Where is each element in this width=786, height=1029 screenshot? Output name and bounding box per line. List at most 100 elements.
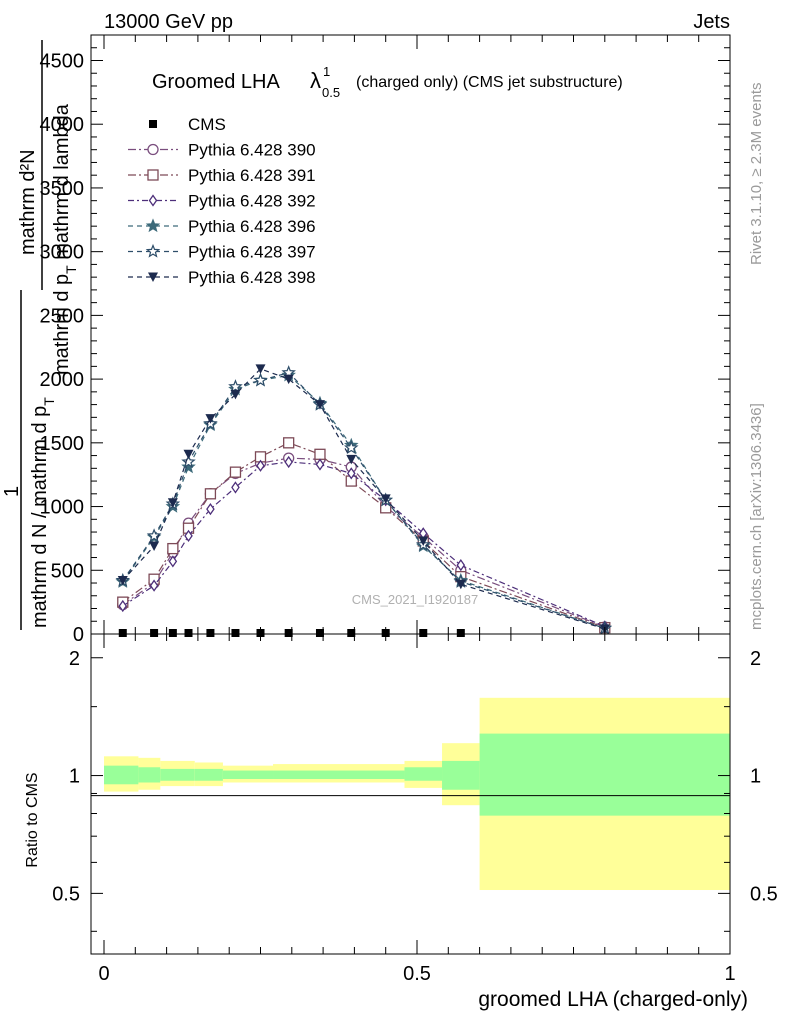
- y-tick-label: 4000: [40, 114, 85, 136]
- cms-point: [315, 629, 324, 637]
- legend-label: Pythia 6.428 396: [188, 217, 316, 236]
- ratio-inner-band: [404, 767, 443, 781]
- series-point: [184, 529, 193, 542]
- legend-marker: [149, 120, 157, 128]
- series-point: [255, 364, 266, 374]
- series-point: [283, 437, 295, 449]
- series-point: [149, 579, 159, 592]
- y-tick-label: 2500: [40, 305, 85, 327]
- ratio-inner-band: [479, 733, 730, 816]
- series-line: [122, 374, 605, 629]
- legend-entry: Pythia 6.428 396: [128, 217, 316, 236]
- series-point: [228, 379, 243, 393]
- cms-point: [419, 629, 428, 637]
- ratio-tick-label-right: 2: [750, 648, 761, 670]
- series-point: [231, 481, 240, 494]
- cms-point: [168, 629, 177, 637]
- y-tick-label: 1000: [40, 497, 85, 519]
- series-line: [122, 457, 606, 628]
- ratio-inner-band: [194, 768, 223, 781]
- cms-point: [456, 629, 465, 637]
- y-axis-label-bottom: 1 mathrm d N / mathrm d pT: [1, 290, 57, 630]
- series-point: [346, 454, 357, 465]
- y-tick-label: 2000: [40, 369, 85, 391]
- legend-marker: [147, 143, 159, 156]
- legend-marker: [145, 243, 161, 258]
- series-point: [146, 528, 162, 543]
- series-point: [343, 440, 359, 455]
- ratio-frame: [90, 633, 731, 955]
- series-point: [183, 449, 194, 460]
- legend-marker: [145, 218, 161, 233]
- series-point: [229, 466, 242, 478]
- legend-entry: Pythia 6.428 397: [128, 243, 316, 262]
- cms-point: [150, 629, 159, 637]
- cms-point: [231, 629, 240, 637]
- ratio-tick-label-right: 0.5: [750, 883, 778, 905]
- series-point: [118, 599, 128, 613]
- series-line: [122, 442, 606, 629]
- legend-entry: Pythia 6.428 390: [128, 141, 316, 160]
- ylabel-top-numerator: mathrm d²N: [17, 149, 39, 255]
- title-sub: 0.5: [322, 85, 340, 100]
- legend-marker: [148, 194, 158, 207]
- legend-entry: Pythia 6.428 391: [128, 166, 316, 185]
- cms-point: [347, 629, 356, 637]
- series-point: [204, 488, 217, 500]
- series-point: [283, 374, 294, 385]
- legend-label: Pythia 6.428 390: [188, 141, 316, 160]
- cms-point: [118, 629, 127, 637]
- y-tick-label: 4500: [40, 50, 85, 72]
- legend-label: Pythia 6.428 391: [188, 166, 316, 185]
- ratio-tick-label-left: 2: [69, 648, 80, 670]
- y-tick-label: 3000: [40, 242, 85, 264]
- cms-point: [206, 629, 215, 637]
- series-point: [418, 536, 429, 546]
- y-tick-label: 500: [51, 560, 84, 582]
- title-main: Groomed LHA: [152, 71, 280, 93]
- series-point: [284, 455, 293, 469]
- legend-label: CMS: [188, 115, 226, 134]
- series-line: [122, 372, 605, 629]
- axis-ticks: 0 500 1000 1500 2000 2500 3000 3500 4000 4500 0 0.5…: [40, 35, 778, 985]
- ratio-ylabel: Ratio to CMS: [24, 772, 41, 867]
- series-point: [456, 559, 466, 572]
- series-point: [380, 494, 391, 504]
- rivet-version-label: Rivet 3.1.10, ≥ 2.3M events: [748, 83, 765, 266]
- legend-label: Pythia 6.428 397: [188, 243, 316, 262]
- cms-point: [184, 629, 193, 637]
- plot-title: Groomed LHA λ 1 0.5 (charged only) (CMS …: [152, 64, 623, 100]
- header-right: Jets: [693, 11, 730, 33]
- series-point: [181, 454, 196, 469]
- x-tick-label: 0: [98, 963, 109, 985]
- y-tick-label: 3500: [40, 178, 85, 200]
- series-line: [122, 461, 606, 627]
- y-tick-label: 1500: [40, 433, 85, 455]
- series-point: [346, 467, 356, 480]
- y-tick-label: 0: [73, 624, 84, 646]
- xlabel: groomed LHA (charged-only): [478, 988, 748, 1011]
- ratio-inner-band: [273, 770, 405, 779]
- ylabel-bottom-denominator: mathrm d N / mathrm d pT: [29, 397, 57, 628]
- legend-label: Pythia 6.428 392: [188, 192, 316, 211]
- ratio-tick-label-left: 0.5: [52, 883, 80, 905]
- mcplots-label: mcplots.cern.ch [arXiv:1306.3436]: [748, 403, 765, 630]
- x-tick-label: 1: [724, 963, 735, 985]
- title-sup: 1: [323, 64, 330, 79]
- series-point: [230, 389, 241, 400]
- ratio-tick-label-left: 1: [69, 766, 80, 788]
- legend-marker: [147, 169, 159, 181]
- ratio-inner-band: [160, 768, 195, 781]
- cms-point: [284, 629, 293, 637]
- legend-entry: Pythia 6.428 392: [128, 192, 316, 211]
- analysis-watermark: CMS_2021_I1920187: [352, 592, 479, 607]
- ratio-inner-band: [104, 765, 139, 785]
- series-point: [314, 448, 326, 460]
- series-398: [117, 364, 610, 634]
- series-point: [117, 575, 128, 586]
- legend-entry: CMS: [149, 115, 226, 134]
- title-tail: (charged only) (CMS jet substructure): [356, 74, 623, 91]
- series-point: [181, 459, 196, 474]
